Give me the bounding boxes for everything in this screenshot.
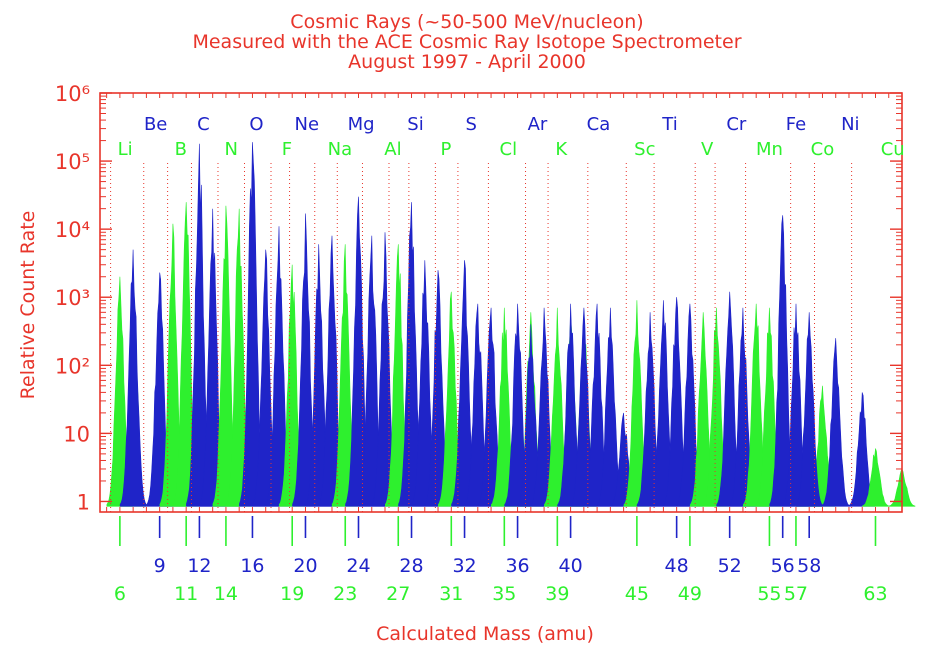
x-blue-tick-label: 52 [718,555,742,577]
chart-title-line-1: Cosmic Rays (~50-500 MeV/nucleon) [290,11,644,33]
element-label-Fe: Fe [786,114,806,135]
element-label-Na: Na [328,139,353,160]
x-green-tick-label: 39 [545,583,569,605]
element-label-B: B [175,139,187,160]
element-label-N: N [225,139,238,160]
element-label-K: K [555,139,568,160]
x-green-tick-label: 45 [625,583,649,605]
chart-title-line-3: August 1997 - April 2000 [348,51,586,73]
y-tick-label: 10³ [55,286,90,310]
element-label-Ar: Ar [528,114,548,135]
y-tick-label: 1 [77,490,90,514]
y-tick-label: 10 [63,422,90,446]
element-label-Cu: Cu [881,139,905,160]
x-green-tick-label: 57 [784,583,808,605]
x-blue-tick-label: 58 [797,555,821,577]
element-label-Mn: Mn [756,139,783,160]
x-axis-label: Calculated Mass (amu) [376,623,594,645]
x-green-tick-label: 63 [863,583,887,605]
x-blue-tick-label: 32 [452,555,476,577]
element-label-Sc: Sc [634,139,655,160]
x-green-tick-label: 19 [280,583,304,605]
x-blue-tick-label: 40 [559,555,583,577]
x-green-tick-label: 6 [114,583,126,605]
element-label-S: S [465,114,476,135]
x-blue-tick-label: 48 [665,555,689,577]
x-green-tick-label: 14 [214,583,238,605]
element-labels: LiBeBCNOFNeNaMgAlSiPSClArKCaScTiVCrMnFeC… [118,114,905,160]
x-green-tick-label: 27 [386,583,410,605]
y-tick-label: 10⁴ [55,218,90,242]
x-blue-tick-label: 20 [293,555,317,577]
plot-frame [99,92,903,513]
element-label-F: F [282,139,292,160]
x-green-tick-label: 49 [678,583,702,605]
x-blue-tick-label: 36 [505,555,529,577]
x-green-tick-label: 31 [439,583,463,605]
peak-Ni-58 [795,312,823,507]
element-label-Ne: Ne [295,114,320,135]
element-label-O: O [249,114,263,135]
y-tick-label: 10² [55,354,90,378]
x-blue-tick-label: 24 [346,555,370,577]
element-label-Cl: Cl [500,139,518,160]
y-axis-ticks: 1 10 10² 10³ 10⁴ 10⁵ 10⁶ [55,82,902,514]
x-green-tick-label: 55 [757,583,781,605]
element-label-P: P [441,139,452,160]
element-label-Ni: Ni [841,114,859,135]
element-label-Li: Li [118,139,133,160]
element-label-C: C [197,114,210,135]
x-blue-tick-label: 16 [240,555,264,577]
peak-Ni-60 [822,338,849,507]
x-green-tick-label: 23 [333,583,357,605]
element-label-Cr: Cr [726,114,747,135]
x-blue-tick-label: 56 [771,555,795,577]
x-green-tick-label: 35 [492,583,516,605]
y-tick-label: 10⁵ [55,150,90,174]
chart-title-line-2: Measured with the ACE Cosmic Ray Isotope… [192,31,742,53]
element-label-V: V [701,139,714,160]
y-tick-label: 10⁶ [55,82,90,106]
peak-Be-7 [119,249,147,507]
x-green-tick-label: 11 [174,583,198,605]
plot-border [99,92,903,513]
element-label-Si: Si [407,114,423,135]
element-label-Ca: Ca [587,114,611,135]
y-axis-label: Relative Count Rate [17,211,39,400]
x-blue-tick-label: 12 [187,555,211,577]
element-label-Be: Be [144,114,167,135]
element-label-Ti: Ti [661,114,677,135]
peak-Cu-63 [862,448,889,507]
x-axis-ticks: 9 12 16 20 24 28 32 36 40 48 52 56 58 6 11 14 19 23 27 31 35… [106,93,890,605]
element-label-Co: Co [811,139,835,160]
x-blue-tick-label: 9 [154,555,166,577]
element-label-Al: Al [384,139,401,160]
isotope-peaks [106,142,916,507]
x-blue-tick-label: 28 [399,555,423,577]
element-label-Mg: Mg [348,114,375,135]
